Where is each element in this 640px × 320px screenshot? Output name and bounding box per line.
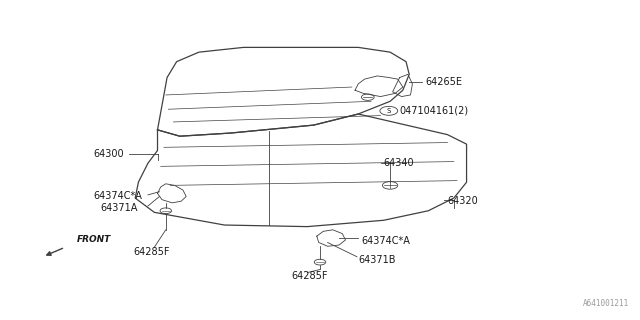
Text: S: S (387, 108, 391, 114)
Text: A641001211: A641001211 (583, 299, 629, 308)
Text: 64374C*A: 64374C*A (94, 191, 143, 202)
Text: 64285F: 64285F (133, 247, 170, 257)
Text: 64371B: 64371B (358, 255, 396, 265)
Text: 64300: 64300 (94, 149, 124, 159)
Text: 047104161(2): 047104161(2) (399, 106, 468, 116)
Text: 64285F: 64285F (291, 271, 328, 281)
Text: 64340: 64340 (384, 158, 414, 168)
Text: 64371A: 64371A (100, 203, 138, 212)
Text: 64265E: 64265E (425, 77, 462, 87)
Text: 64320: 64320 (447, 196, 478, 206)
Text: 64374C*A: 64374C*A (362, 236, 410, 246)
Text: FRONT: FRONT (77, 235, 111, 244)
